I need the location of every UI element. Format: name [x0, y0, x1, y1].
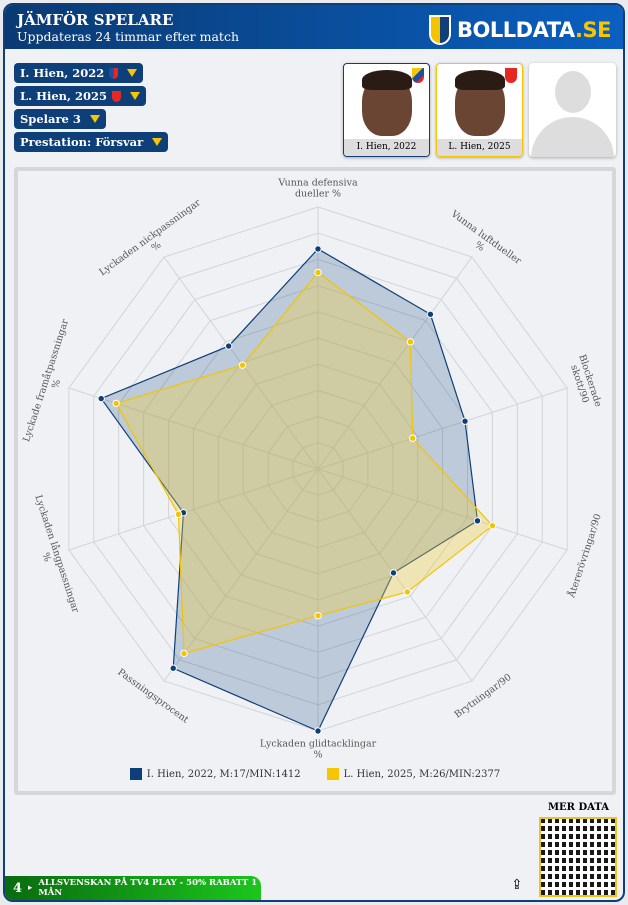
promo-banner[interactable]: 4 ▸ ALLSVENSKAN PÅ TV4 PLAY - 50% RABATT 1… — [5, 876, 261, 900]
select-label: I. Hien, 2022 — [20, 66, 105, 80]
data-point — [314, 245, 322, 253]
page-title: JÄMFÖR SPELARE — [17, 11, 174, 29]
grid-spoke — [317, 387, 568, 470]
axis-label: Återerövringar/90 — [565, 512, 604, 600]
player-card-1[interactable]: I. Hien, 2022 — [343, 63, 430, 157]
promo-text: ALLSVENSKAN PÅ TV4 PLAY - 50% RABATT 1 M… — [38, 878, 258, 898]
axis-label: Blockeradeskott/90 — [566, 353, 604, 412]
club-crest-icon — [109, 67, 119, 79]
player-2-select[interactable]: L. Hien, 2025 — [14, 86, 147, 106]
logo-suffix: .SE — [575, 18, 611, 42]
grid-spoke — [317, 468, 568, 551]
player-hair — [362, 70, 412, 90]
play-icon: ▸ — [28, 883, 33, 893]
data-point — [406, 338, 415, 346]
data-point — [408, 434, 417, 442]
player-card-caption: I. Hien, 2022 — [344, 139, 429, 156]
page-subtitle: Uppdateras 24 timmar efter match — [17, 29, 240, 44]
axis-label: Lyckade framåtpassningar% — [20, 317, 82, 447]
legend-label: I. Hien, 2022, M:17/MIN:1412 — [146, 768, 301, 780]
grid-spoke — [68, 387, 319, 470]
player-hair — [455, 70, 505, 90]
data-point — [169, 664, 177, 672]
dropdown-arrow-icon — [152, 138, 163, 146]
chart-legend: I. Hien, 2022, M:17/MIN:1412 L. Hien, 20… — [18, 768, 612, 780]
share-icon[interactable]: ⇪ — [511, 877, 523, 893]
tv4-logo: 4 — [13, 880, 23, 896]
axis-label: Vunna defensiva dueller % — [277, 178, 358, 200]
data-point — [112, 399, 120, 408]
shield-logo-icon — [429, 15, 452, 45]
radar-svg: Vunna defensiva dueller % Vunna luftduelle… — [20, 178, 604, 761]
club-crest-icon — [112, 90, 122, 102]
legend-item-2[interactable]: L. Hien, 2025, M:26/MIN:2377 — [326, 768, 501, 780]
data-point — [488, 521, 497, 530]
legend-swatch — [129, 768, 142, 780]
legend-label: L. Hien, 2025, M:26/MIN:2377 — [343, 768, 501, 780]
select-label: Spelare 3 — [20, 112, 81, 126]
axis-label: Vunna luftdueller% — [442, 208, 524, 276]
logo-text: BOLLDATA — [457, 18, 576, 42]
header: JÄMFÖR SPELARE Uppdateras 24 timmar efte… — [5, 5, 623, 49]
player-card-2[interactable]: L. Hien, 2025 — [436, 63, 523, 157]
data-point — [238, 361, 247, 369]
axis-label: Lyckaden glidtacklingar% — [260, 738, 377, 760]
data-point — [174, 510, 183, 519]
grid-spoke — [163, 468, 319, 682]
data-point — [461, 417, 469, 425]
legend-item-1[interactable]: I. Hien, 2022, M:17/MIN:1412 — [129, 768, 301, 780]
avatar-placeholder-icon — [555, 71, 591, 113]
dropdown-arrow-icon — [89, 115, 100, 123]
bolldata-logo[interactable]: BOLLDATA.SE — [429, 15, 611, 45]
club-badge-icon — [412, 68, 424, 83]
data-point — [389, 569, 398, 577]
data-point — [403, 588, 412, 596]
data-point — [314, 727, 322, 735]
more-data-label: MER DATA — [547, 802, 609, 813]
data-point — [97, 394, 105, 403]
player-card-caption: L. Hien, 2025 — [437, 139, 522, 156]
qr-code[interactable] — [539, 817, 617, 897]
axis-label: Passningsprocent — [115, 667, 190, 726]
player-1-select[interactable]: I. Hien, 2022 — [14, 63, 144, 83]
data-point — [314, 268, 322, 277]
select-label: L. Hien, 2025 — [20, 89, 108, 103]
data-point — [426, 310, 435, 318]
data-point — [224, 342, 233, 350]
grid-spoke — [317, 256, 473, 470]
avatar-body — [531, 117, 614, 157]
axis-label: Brytningar/90 — [453, 672, 514, 721]
performance-select[interactable]: Prestation: Försvar — [14, 132, 169, 152]
data-point — [180, 649, 188, 658]
compare-players-card: JÄMFÖR SPELARE Uppdateras 24 timmar efte… — [3, 3, 625, 902]
player-card-3-empty[interactable] — [529, 63, 616, 157]
club-badge-icon — [505, 68, 517, 83]
dropdown-arrow-icon — [130, 92, 141, 100]
legend-swatch — [326, 768, 339, 780]
player-3-select[interactable]: Spelare 3 — [14, 109, 106, 129]
grid-spoke — [68, 468, 319, 551]
radar-chart: Vunna defensiva dueller % Vunna luftduelle… — [14, 167, 616, 795]
select-label: Prestation: Försvar — [20, 135, 144, 149]
data-point — [314, 612, 322, 620]
dropdown-arrow-icon — [127, 69, 138, 77]
data-point — [473, 517, 482, 525]
